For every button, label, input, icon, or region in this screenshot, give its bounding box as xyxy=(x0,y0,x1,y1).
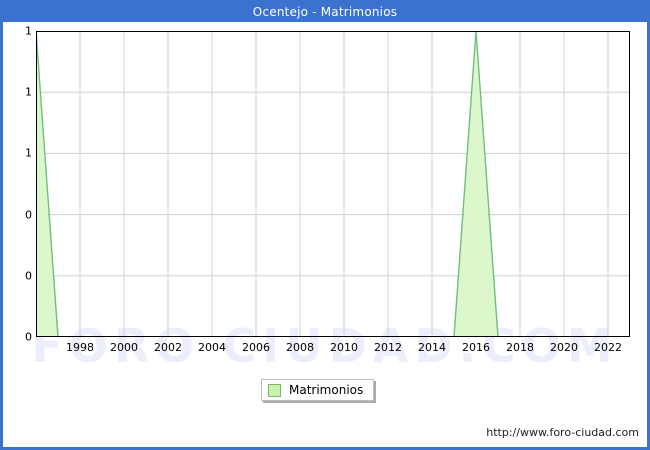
chart-legend[interactable]: Matrimonios xyxy=(261,379,375,401)
y-axis-tick-label: 0 xyxy=(25,269,32,283)
x-axis-tick-label: 2000 xyxy=(110,341,138,354)
x-axis-tick-label: 2006 xyxy=(242,341,270,354)
chart-canvas xyxy=(36,31,630,337)
legend-item-label: Matrimonios xyxy=(289,383,364,397)
legend-swatch-icon xyxy=(268,383,281,397)
x-axis-tick-label: 2022 xyxy=(594,341,622,354)
y-axis-tick-label: 0 xyxy=(25,208,32,222)
y-axis-tick-labels: 1 1 1 0 0 0 xyxy=(3,25,647,344)
x-axis-tick-label: 2018 xyxy=(506,341,534,354)
x-axis-tick-label: 2014 xyxy=(418,341,446,354)
page-title: Ocentejo - Matrimonios xyxy=(3,3,647,22)
x-axis-tick-label: 2004 xyxy=(198,341,226,354)
x-axis-tick-label: 2016 xyxy=(462,341,490,354)
x-axis-tick-label: 2008 xyxy=(286,341,314,354)
x-axis-tick-labels: 1998 2000 2002 2004 2006 2008 2010 2012 2014 2016… xyxy=(3,339,647,359)
y-axis-tick-label: 1 xyxy=(25,146,32,160)
x-axis-tick-label: 2020 xyxy=(550,341,578,354)
x-axis-tick-label: 2002 xyxy=(154,341,182,354)
x-axis-tick-label: 1998 xyxy=(66,341,94,354)
y-axis-tick-label: 0 xyxy=(25,330,32,344)
y-axis-tick-label: 1 xyxy=(25,24,32,38)
plot-area-wrapper xyxy=(36,31,630,337)
y-axis-tick-label: 1 xyxy=(25,85,32,99)
source-url: http://www.foro-ciudad.com xyxy=(486,426,639,439)
plot-frame xyxy=(36,31,630,337)
x-axis-tick-label: 2010 xyxy=(330,341,358,354)
x-axis-tick-label: 2012 xyxy=(374,341,402,354)
